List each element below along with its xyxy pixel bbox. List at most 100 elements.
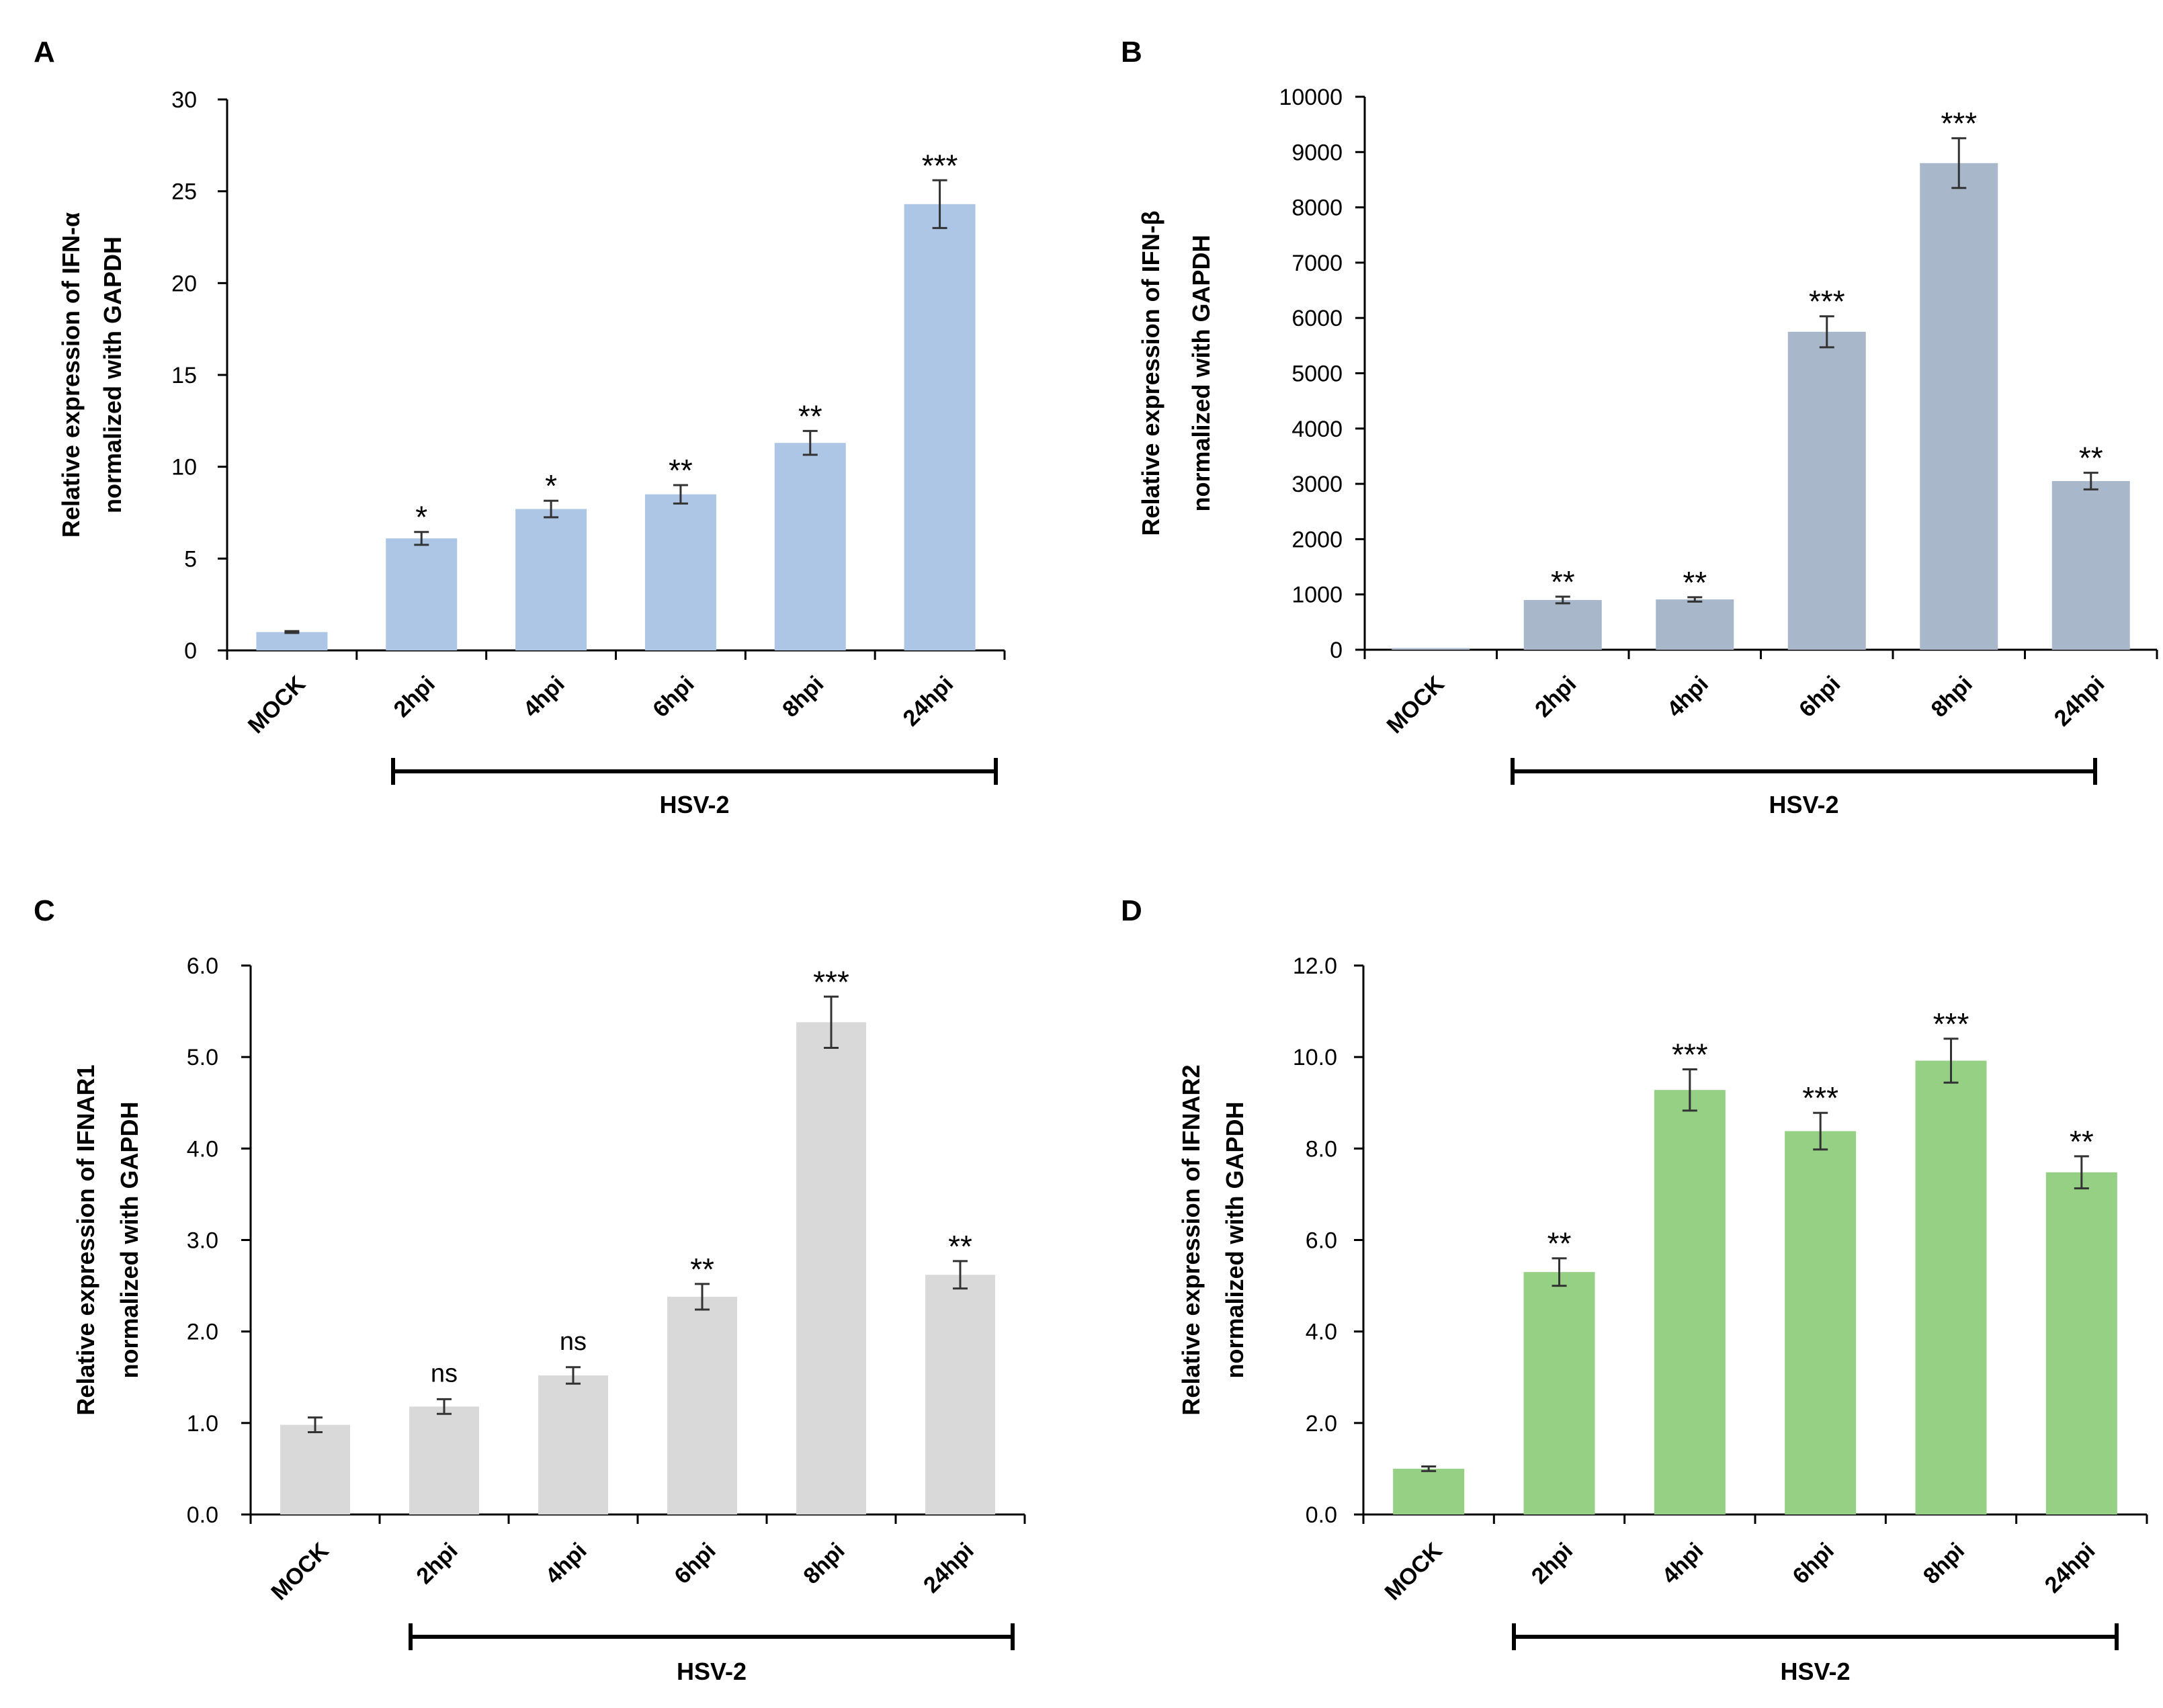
y-tick-label: 6.0 bbox=[1306, 1228, 1337, 1254]
group-label: HSV-2 bbox=[1769, 791, 1838, 818]
significance-label: *** bbox=[1809, 284, 1845, 319]
x-tick-label: MOCK bbox=[243, 671, 311, 738]
x-tick-label: 8hpi bbox=[777, 671, 829, 722]
y-axis-title: Relative expression of IFNAR1 normalized … bbox=[72, 1064, 143, 1415]
x-tick-label: 24hpi bbox=[2049, 671, 2110, 732]
x-tick-label: 2hpi bbox=[1527, 1538, 1578, 1589]
significance-label: ** bbox=[948, 1229, 972, 1264]
x-tick-label: 24hpi bbox=[919, 1538, 979, 1598]
y-axis-title-line: normalized with GAPDH bbox=[116, 1101, 143, 1378]
significance-label: *** bbox=[1941, 106, 1977, 141]
y-tick-label: 10.0 bbox=[1293, 1045, 1337, 1070]
y-tick-label: 0.0 bbox=[1306, 1502, 1337, 1528]
y-tick-label: 3000 bbox=[1291, 472, 1343, 497]
significance-label: ** bbox=[1683, 565, 1707, 600]
y-tick-label: 6.0 bbox=[187, 953, 218, 979]
bar bbox=[925, 1275, 995, 1514]
y-tick-label: 0 bbox=[1330, 638, 1343, 663]
x-tick-label: 4hpi bbox=[518, 671, 569, 722]
significance-label: ** bbox=[690, 1252, 714, 1287]
significance-label: ** bbox=[669, 453, 693, 488]
chart-panel-a: A 0 5 10 15 20 25 30 Relative expression of IFN-… bbox=[34, 36, 1006, 818]
bar bbox=[409, 1406, 479, 1514]
y-tick-label: 1000 bbox=[1291, 583, 1343, 608]
significance-label: ** bbox=[1547, 1226, 1572, 1261]
bar bbox=[386, 538, 458, 650]
group-label: HSV-2 bbox=[677, 1658, 747, 1685]
y-tick-label: 2.0 bbox=[187, 1320, 218, 1345]
y-tick-label: 4000 bbox=[1291, 417, 1343, 442]
y-tick-label: 2.0 bbox=[1306, 1411, 1337, 1437]
x-tick-label: 4hpi bbox=[540, 1538, 591, 1589]
y-tick-label: 15 bbox=[171, 363, 197, 388]
y-axis-title-line: normalized with GAPDH bbox=[1221, 1101, 1248, 1378]
y-axis-title: Relative expression of IFN-α normalized w… bbox=[57, 212, 126, 538]
y-axis-title-line: Relative expression of IFN-β bbox=[1137, 210, 1164, 536]
bar bbox=[1656, 599, 1734, 650]
bar bbox=[644, 494, 716, 650]
x-tick-label: 8hpi bbox=[1926, 671, 1978, 722]
bar bbox=[515, 509, 587, 650]
panel-label: D bbox=[1121, 894, 1142, 927]
x-tick-label: 8hpi bbox=[798, 1538, 849, 1589]
bar bbox=[796, 1022, 866, 1514]
significance-label: *** bbox=[922, 148, 958, 183]
bar bbox=[256, 632, 328, 650]
y-tick-label: 4.0 bbox=[1306, 1320, 1337, 1345]
x-tick-label: 4hpi bbox=[1657, 1538, 1708, 1589]
significance-label: ** bbox=[1551, 564, 1575, 599]
x-tick-label: 4hpi bbox=[1662, 671, 1713, 722]
y-tick-label: 25 bbox=[171, 179, 197, 205]
y-axis-title-line: normalized with GAPDH bbox=[1187, 234, 1215, 511]
chart-panel-b: B 0 1000 2000 3000 4000 5000 6000 7000 8000 9000 10… bbox=[1121, 36, 2158, 818]
bar bbox=[538, 1375, 608, 1514]
y-tick-label: 0 bbox=[184, 638, 197, 664]
bar bbox=[904, 204, 976, 650]
y-tick-label: 12.0 bbox=[1293, 953, 1337, 979]
significance-label: *** bbox=[1672, 1037, 1708, 1072]
x-tick-label: MOCK bbox=[1382, 671, 1450, 738]
x-tick-label: 8hpi bbox=[1918, 1538, 1969, 1589]
y-tick-label: 5 bbox=[184, 546, 197, 572]
y-tick-label: 0.0 bbox=[187, 1502, 218, 1528]
chart-panel-d: D 0.0 2.0 4.0 6.0 8.0 10.0 12.0 Relative express… bbox=[1121, 894, 2148, 1685]
bar bbox=[667, 1296, 737, 1514]
bar bbox=[1654, 1090, 1726, 1514]
y-tick-label: 30 bbox=[171, 87, 197, 113]
x-tick-label: 24hpi bbox=[2040, 1538, 2101, 1598]
y-tick-label: 10000 bbox=[1279, 85, 1343, 110]
x-tick-label: 6hpi bbox=[1794, 671, 1845, 722]
significance-label: ** bbox=[798, 398, 822, 433]
x-tick-label: 24hpi bbox=[898, 671, 959, 732]
bar bbox=[774, 443, 846, 650]
x-tick-label: MOCK bbox=[1380, 1537, 1447, 1605]
significance-label: * bbox=[545, 468, 557, 503]
bar bbox=[2045, 1172, 2117, 1514]
x-tick-label: 6hpi bbox=[648, 671, 699, 722]
x-tick-label: 2hpi bbox=[1530, 671, 1581, 722]
y-tick-label: 8000 bbox=[1291, 196, 1343, 221]
significance-label: *** bbox=[813, 964, 849, 999]
y-tick-label: 6000 bbox=[1291, 306, 1343, 331]
y-tick-label: 8.0 bbox=[1306, 1136, 1337, 1162]
y-tick-label: 4.0 bbox=[187, 1136, 218, 1162]
y-tick-label: 10 bbox=[171, 455, 197, 480]
y-axis-title: Relative expression of IFNAR2 normalized … bbox=[1177, 1064, 1248, 1415]
panel-label: A bbox=[34, 36, 55, 69]
bar bbox=[1392, 648, 1470, 650]
bar bbox=[1523, 599, 1602, 650]
y-tick-label: 20 bbox=[171, 271, 197, 296]
bar bbox=[1787, 331, 1866, 650]
y-axis-title-line: Relative expression of IFNAR1 bbox=[72, 1064, 99, 1415]
y-tick-label: 3.0 bbox=[187, 1228, 218, 1254]
bar bbox=[1785, 1131, 1857, 1514]
y-tick-label: 2000 bbox=[1291, 527, 1343, 552]
y-axis-title-line: normalized with GAPDH bbox=[99, 237, 126, 513]
x-tick-label: 2hpi bbox=[411, 1538, 462, 1589]
bar bbox=[1393, 1468, 1465, 1514]
significance-label: ns bbox=[560, 1328, 587, 1356]
y-tick-label: 1.0 bbox=[187, 1411, 218, 1437]
bar bbox=[2051, 480, 2130, 650]
x-tick-label: 6hpi bbox=[1788, 1538, 1839, 1589]
